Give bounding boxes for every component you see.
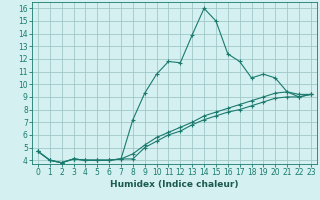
X-axis label: Humidex (Indice chaleur): Humidex (Indice chaleur) <box>110 180 239 189</box>
